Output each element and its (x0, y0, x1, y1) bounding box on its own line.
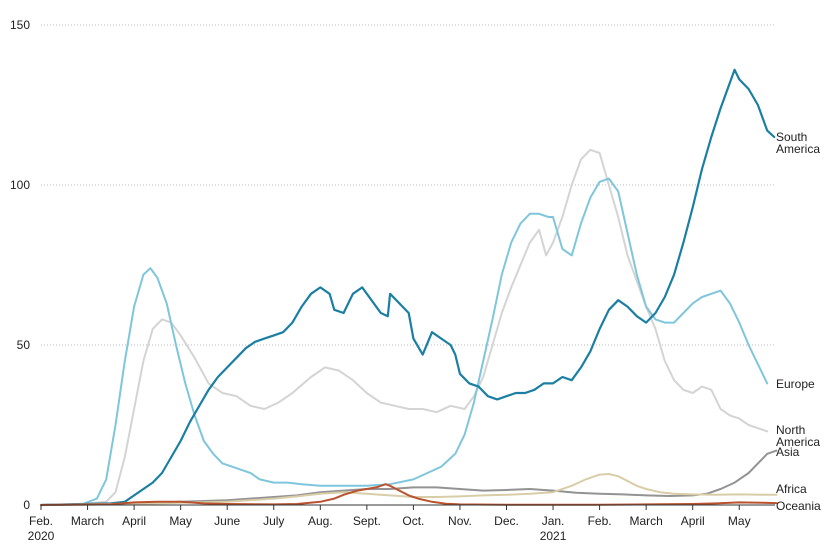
x-tick-label: Oct. (402, 514, 424, 528)
series-label-africa: Africa (776, 482, 807, 496)
series-line-asia (40, 449, 778, 506)
y-tick-label: 100 (10, 178, 30, 192)
series-label-asia: Asia (776, 445, 800, 459)
x-tick-label: May (728, 514, 751, 528)
series-label-south-america: America (776, 142, 820, 156)
series-label-europe: Europe (776, 377, 815, 391)
series-line-oceania (40, 483, 778, 506)
series-line-europe (40, 177, 769, 506)
x-tick-label: Sept. (353, 514, 381, 528)
y-tick-label: 150 (10, 18, 30, 32)
y-tick-label: 0 (23, 498, 30, 512)
series-line-north-america (40, 148, 769, 506)
x-tick-label: April (122, 514, 146, 528)
x-tick-year-label: 2020 (28, 529, 55, 543)
x-tick-year-label: 2021 (540, 529, 567, 543)
x-tick-label: Aug. (308, 514, 333, 528)
series-label-north-america: America (776, 435, 820, 449)
series-line-south-america (39, 68, 776, 507)
series-label-south-america: South (776, 130, 807, 144)
y-axis-ticks: 0 50 100 150 (10, 18, 30, 512)
series-lines (39, 68, 778, 507)
series-labels: NorthAmericaEuropeSouthAmericaAsiaAfrica… (776, 130, 821, 513)
x-tick-label: Feb. (588, 514, 612, 528)
x-tick-label: March (629, 514, 662, 528)
x-tick-label: Dec. (494, 514, 519, 528)
y-tick-label: 50 (17, 338, 31, 352)
grid (41, 24, 775, 346)
series-label-oceania: Oceania (776, 499, 821, 513)
x-tick-label: June (214, 514, 240, 528)
series-line-africa (40, 473, 778, 506)
x-tick-label: March (71, 514, 104, 528)
series-label-north-america: North (776, 423, 805, 437)
x-tick-label: July (263, 514, 284, 528)
x-tick-label: April (681, 514, 705, 528)
x-tick-label: Nov. (448, 514, 472, 528)
x-tick-label: Jan. (542, 514, 565, 528)
x-tick-label: May (169, 514, 192, 528)
x-tick-label: Feb. (29, 514, 53, 528)
